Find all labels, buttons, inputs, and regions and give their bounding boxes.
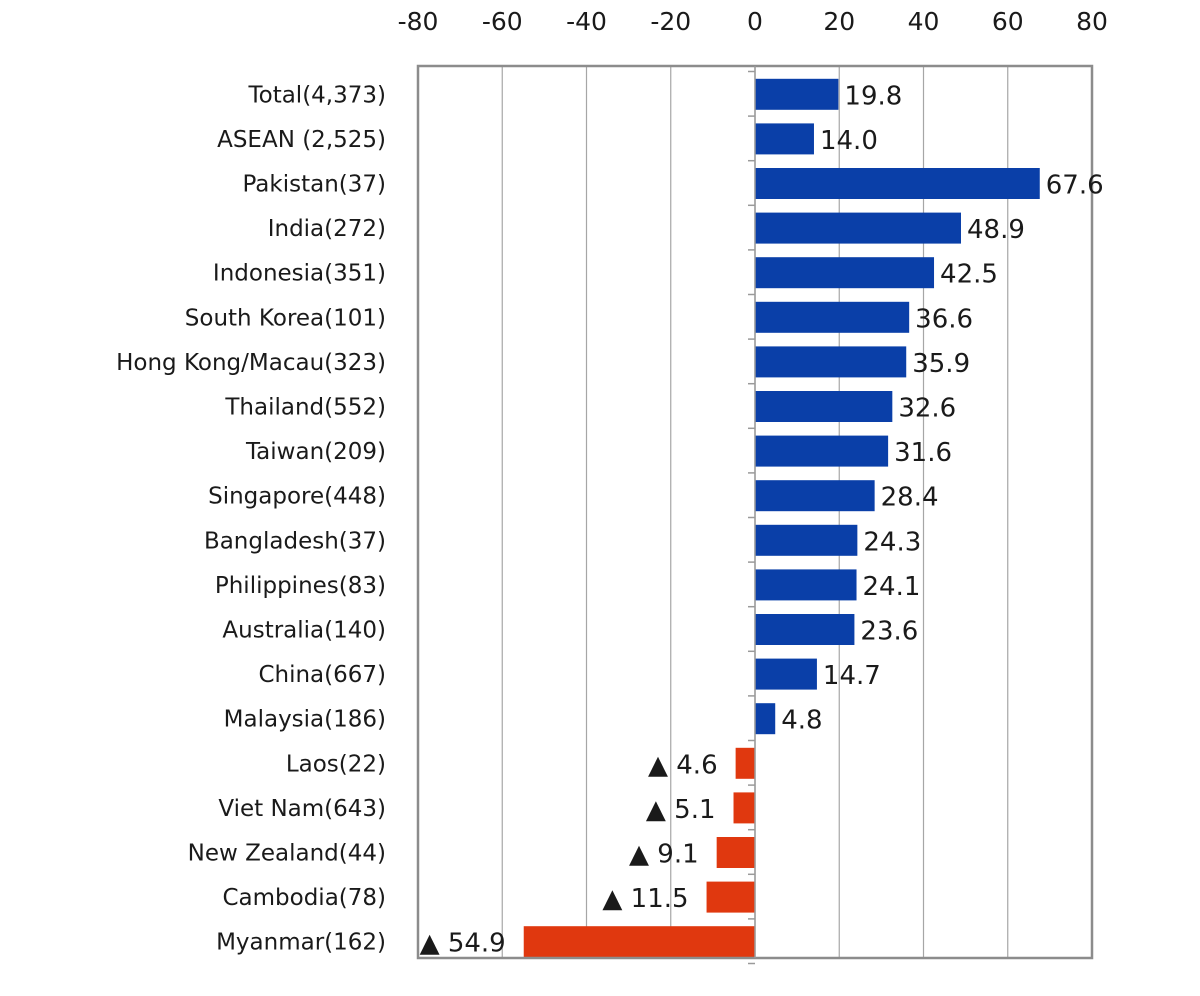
data-label: 42.5 <box>940 260 998 290</box>
bar <box>523 926 755 958</box>
bar <box>755 257 935 289</box>
data-label: 48.9 <box>967 215 1025 245</box>
data-label: 4.8 <box>781 706 822 736</box>
bar <box>755 614 855 645</box>
category-label: Myanmar(162) <box>216 930 386 956</box>
x-tick-label: 60 <box>992 7 1024 36</box>
category-label: Taiwan(209) <box>245 439 386 465</box>
x-tick-label: -20 <box>650 7 691 36</box>
category-label: Singapore(448) <box>208 484 386 510</box>
data-label: ▲ 5.1 <box>646 795 716 825</box>
bar <box>755 524 858 556</box>
bar <box>755 703 776 735</box>
category-label: China(667) <box>258 662 386 688</box>
data-label: 36.6 <box>915 304 973 334</box>
category-label: Pakistan(37) <box>242 172 386 198</box>
bars <box>523 78 1040 958</box>
bar <box>755 78 839 110</box>
x-tick-label: 0 <box>747 7 763 36</box>
category-label: Thailand(552) <box>224 395 386 421</box>
x-tick-label: 20 <box>823 7 855 36</box>
bar <box>755 435 889 467</box>
data-label: 28.4 <box>881 483 939 513</box>
x-tick-label: -40 <box>566 7 607 36</box>
bar <box>755 569 857 601</box>
data-label: 23.6 <box>860 617 918 647</box>
data-label: ▲ 4.6 <box>648 750 718 780</box>
category-label: New Zealand(44) <box>188 841 386 867</box>
data-label: 19.8 <box>844 81 902 111</box>
data-labels: 19.8 14.0 67.6 48.9 42.5 36.6 35.9 32.6 31.6 28.4… <box>420 81 1104 958</box>
category-label: Australia(140) <box>222 618 386 644</box>
bar <box>755 301 910 333</box>
category-label: ASEAN (2,525) <box>217 127 386 153</box>
category-label: Total(4,373) <box>247 82 386 108</box>
category-label: Cambodia(78) <box>222 885 386 911</box>
bar <box>755 346 907 378</box>
bar <box>755 658 817 690</box>
category-label: South Korea(101) <box>185 305 386 331</box>
category-label: Bangladesh(37) <box>204 528 386 554</box>
category-label: India(272) <box>268 216 386 242</box>
x-tick-label: -60 <box>482 7 523 36</box>
plot-frame <box>416 64 1094 965</box>
data-label: ▲ 11.5 <box>602 884 688 914</box>
bar <box>755 123 814 155</box>
category-label: Indonesia(351) <box>213 261 386 287</box>
data-label: 24.3 <box>863 527 921 557</box>
data-label: ▲ 54.9 <box>420 929 506 959</box>
bar <box>735 747 755 779</box>
x-tick-label: 40 <box>908 7 940 36</box>
category-label: Viet Nam(643) <box>218 796 386 822</box>
x-axis-ticks: -80 -60 -40 -20 0 20 40 60 80 <box>398 7 1108 36</box>
bar <box>755 391 893 422</box>
data-label: 14.0 <box>820 126 878 156</box>
data-label: 67.6 <box>1046 171 1104 201</box>
bar <box>755 168 1040 199</box>
data-label: 35.9 <box>912 349 970 379</box>
bar <box>706 881 755 913</box>
data-label: ▲ 9.1 <box>629 840 699 870</box>
bar <box>716 837 755 868</box>
bar <box>755 480 875 512</box>
x-tick-label: -80 <box>398 7 439 36</box>
bar <box>733 792 755 824</box>
category-label: Malaysia(186) <box>224 707 386 733</box>
category-label: Philippines(83) <box>215 573 386 599</box>
category-label: Laos(22) <box>286 751 386 777</box>
data-label: 14.7 <box>823 661 881 691</box>
category-label: Hong Kong/Macau(323) <box>116 350 386 376</box>
data-label: 31.6 <box>894 438 952 468</box>
data-label: 32.6 <box>898 394 956 424</box>
bar <box>755 212 961 244</box>
x-tick-label: 80 <box>1076 7 1108 36</box>
data-label: 24.1 <box>863 572 921 602</box>
category-labels: Total(4,373) ASEAN (2,525) Pakistan(37) Ind… <box>116 82 386 955</box>
